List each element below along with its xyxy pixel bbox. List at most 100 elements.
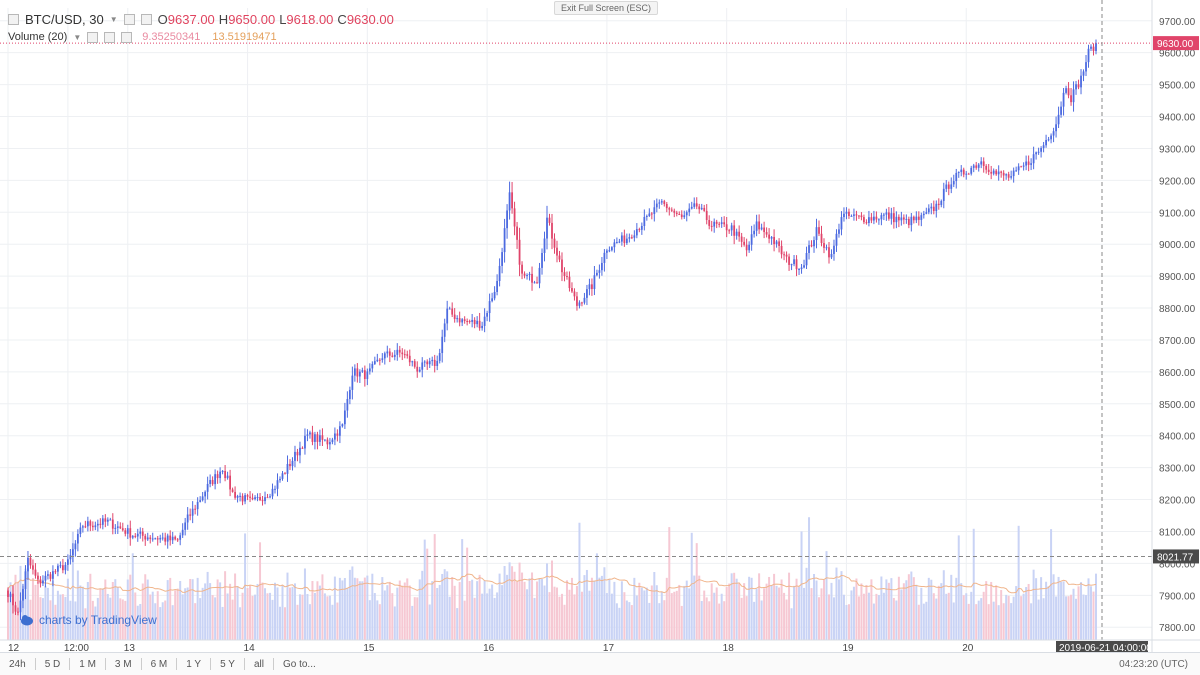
volume-bar (1030, 603, 1033, 640)
candle-body (221, 470, 224, 472)
candle-body (825, 247, 828, 249)
volume-bar (179, 580, 182, 640)
candle-body (1015, 170, 1018, 172)
candle-body (134, 535, 137, 537)
timeframe-button[interactable]: all (253, 658, 264, 670)
settings-icon[interactable] (104, 31, 116, 43)
volume-bar (358, 581, 361, 640)
timeframe-button[interactable]: 1 Y (186, 658, 202, 670)
close-icon[interactable] (121, 31, 133, 43)
volume-bar (106, 593, 109, 640)
volume-bar (965, 593, 968, 640)
candle-body (184, 522, 187, 530)
volume-label[interactable]: Volume (20) (8, 31, 68, 43)
candle-body (456, 318, 459, 320)
volume-bar (171, 605, 174, 640)
tradingview-link[interactable]: charts by TradingView (20, 613, 157, 627)
timeframe-button[interactable]: 1 M (79, 658, 96, 670)
volume-bar (391, 593, 394, 640)
volume-bar (551, 560, 553, 640)
candle-body (743, 241, 746, 245)
candle-body (104, 518, 107, 522)
volume-bar (1027, 583, 1030, 640)
volume-bar (531, 572, 534, 640)
volume-bar (458, 582, 461, 640)
volume-bar (139, 604, 142, 640)
candle-body (950, 184, 953, 189)
volume-bar (1005, 594, 1008, 640)
volume-bar (313, 592, 316, 640)
volume-bar (975, 604, 978, 640)
symbol-name[interactable]: BTC/USD, 30 (25, 12, 104, 27)
settings-icon[interactable] (123, 14, 135, 25)
candle-body (329, 442, 331, 445)
candle-body (69, 555, 72, 560)
candle-body (1002, 172, 1005, 176)
candle-body (583, 297, 586, 303)
candle-body (37, 575, 39, 580)
candle-body (608, 250, 611, 252)
volume-bar (114, 579, 117, 640)
timeframe-button[interactable]: 24h (9, 658, 26, 670)
candle-body (22, 588, 24, 601)
volume-bar (523, 581, 526, 640)
candle-body (274, 488, 276, 490)
timeframe-button[interactable]: 3 M (114, 658, 132, 670)
symbol-legend: BTC/USD, 30 ▼ O9637.00 H9650.00 L9618.00 C9… (8, 12, 398, 27)
volume-bar (1090, 586, 1093, 640)
candle-body (403, 354, 406, 356)
volume-bar (618, 607, 621, 640)
timeframe-button[interactable]: 5 Y (220, 658, 235, 670)
volume-bar (81, 586, 84, 640)
candle-body (965, 173, 968, 175)
chevron-down-icon[interactable]: ▼ (109, 15, 118, 24)
candle-body (194, 508, 197, 510)
separator (176, 658, 178, 670)
candle-body (885, 212, 888, 215)
volume-bar (99, 588, 102, 640)
candle-body (521, 264, 523, 274)
volume-bar (343, 578, 346, 640)
volume-bar (533, 597, 536, 640)
candle-body (798, 269, 800, 271)
candle-body (91, 525, 94, 528)
chevron-down-icon[interactable]: ▼ (73, 32, 82, 42)
candle-body (992, 170, 995, 174)
visibility-icon[interactable] (87, 31, 99, 43)
volume-bar (34, 584, 37, 640)
timeframe-button[interactable]: 5 D (44, 658, 61, 670)
candle-body (358, 371, 361, 377)
candle-body (171, 536, 174, 541)
candle-body (897, 216, 900, 221)
candle-body (216, 474, 219, 479)
volume-bar (463, 600, 466, 640)
exit-fullscreen-button[interactable]: Exit Full Screen (ESC) (554, 1, 659, 15)
candle-body (533, 282, 536, 284)
timeframe-button[interactable]: Go to... (282, 658, 316, 670)
candle-body (1000, 171, 1003, 173)
volume-bar (778, 587, 781, 640)
volume-bar (301, 594, 304, 640)
volume-bar (977, 600, 980, 640)
candle-body (109, 519, 112, 521)
volume-bar (229, 583, 232, 640)
volume-bar (388, 581, 391, 640)
candle-body (990, 171, 993, 174)
volume-bar (892, 597, 895, 640)
volume-bar (857, 596, 860, 640)
candle-body (433, 359, 436, 366)
volume-bar (56, 590, 59, 640)
candle-body (271, 488, 274, 497)
timeframe-button[interactable]: 6 M (150, 658, 168, 670)
volume-bar (101, 588, 104, 640)
volume-bar (912, 577, 915, 640)
volume-bar (710, 583, 713, 640)
ohlc-value: 9650.00 (228, 12, 276, 27)
visibility-icon[interactable] (140, 14, 152, 25)
volume-bar (346, 587, 349, 640)
candle-body (947, 184, 950, 189)
collapse-toggle-icon[interactable] (8, 14, 19, 25)
candle-body (74, 543, 77, 550)
volume-bar (595, 553, 598, 640)
